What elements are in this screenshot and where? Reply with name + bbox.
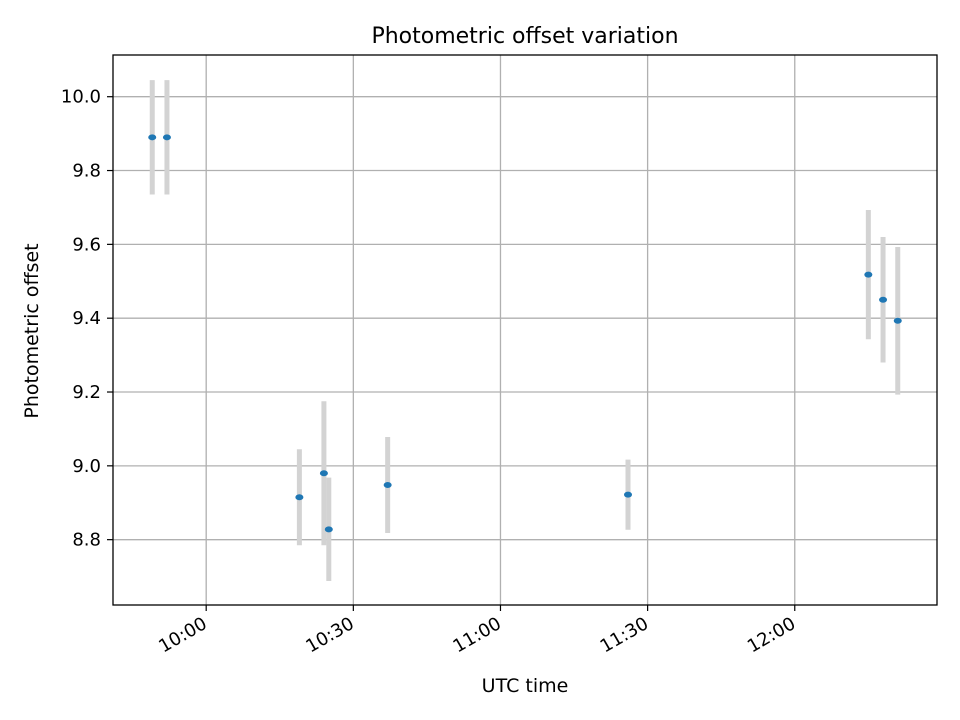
y-axis-ticks: 8.8 9.0 9.2 9.4 9.6 9.8 10.0	[61, 87, 113, 551]
data-point	[162, 134, 171, 141]
data-point	[324, 526, 333, 533]
y-tick-label: 9.2	[72, 382, 101, 403]
data-point	[879, 296, 888, 303]
x-axis-label: UTC time	[482, 675, 569, 697]
y-tick-label: 10.0	[61, 87, 101, 108]
data-points	[148, 134, 902, 533]
data-point	[383, 482, 392, 489]
data-point	[295, 494, 304, 501]
data-point	[319, 470, 328, 477]
y-tick-label: 9.6	[72, 234, 101, 255]
plot-frame	[112, 54, 938, 606]
y-axis-label: Photometric offset	[21, 243, 43, 418]
y-tick-label: 9.0	[72, 456, 101, 477]
data-point	[624, 491, 632, 498]
data-point	[148, 134, 157, 141]
y-tick-label: 9.4	[72, 308, 101, 329]
data-point	[893, 317, 902, 324]
data-point	[864, 271, 873, 278]
chart-title: Photometric offset variation	[371, 24, 678, 49]
grid	[113, 55, 937, 605]
y-tick-label: 9.8	[72, 161, 101, 182]
y-tick-label: 8.8	[72, 530, 101, 551]
